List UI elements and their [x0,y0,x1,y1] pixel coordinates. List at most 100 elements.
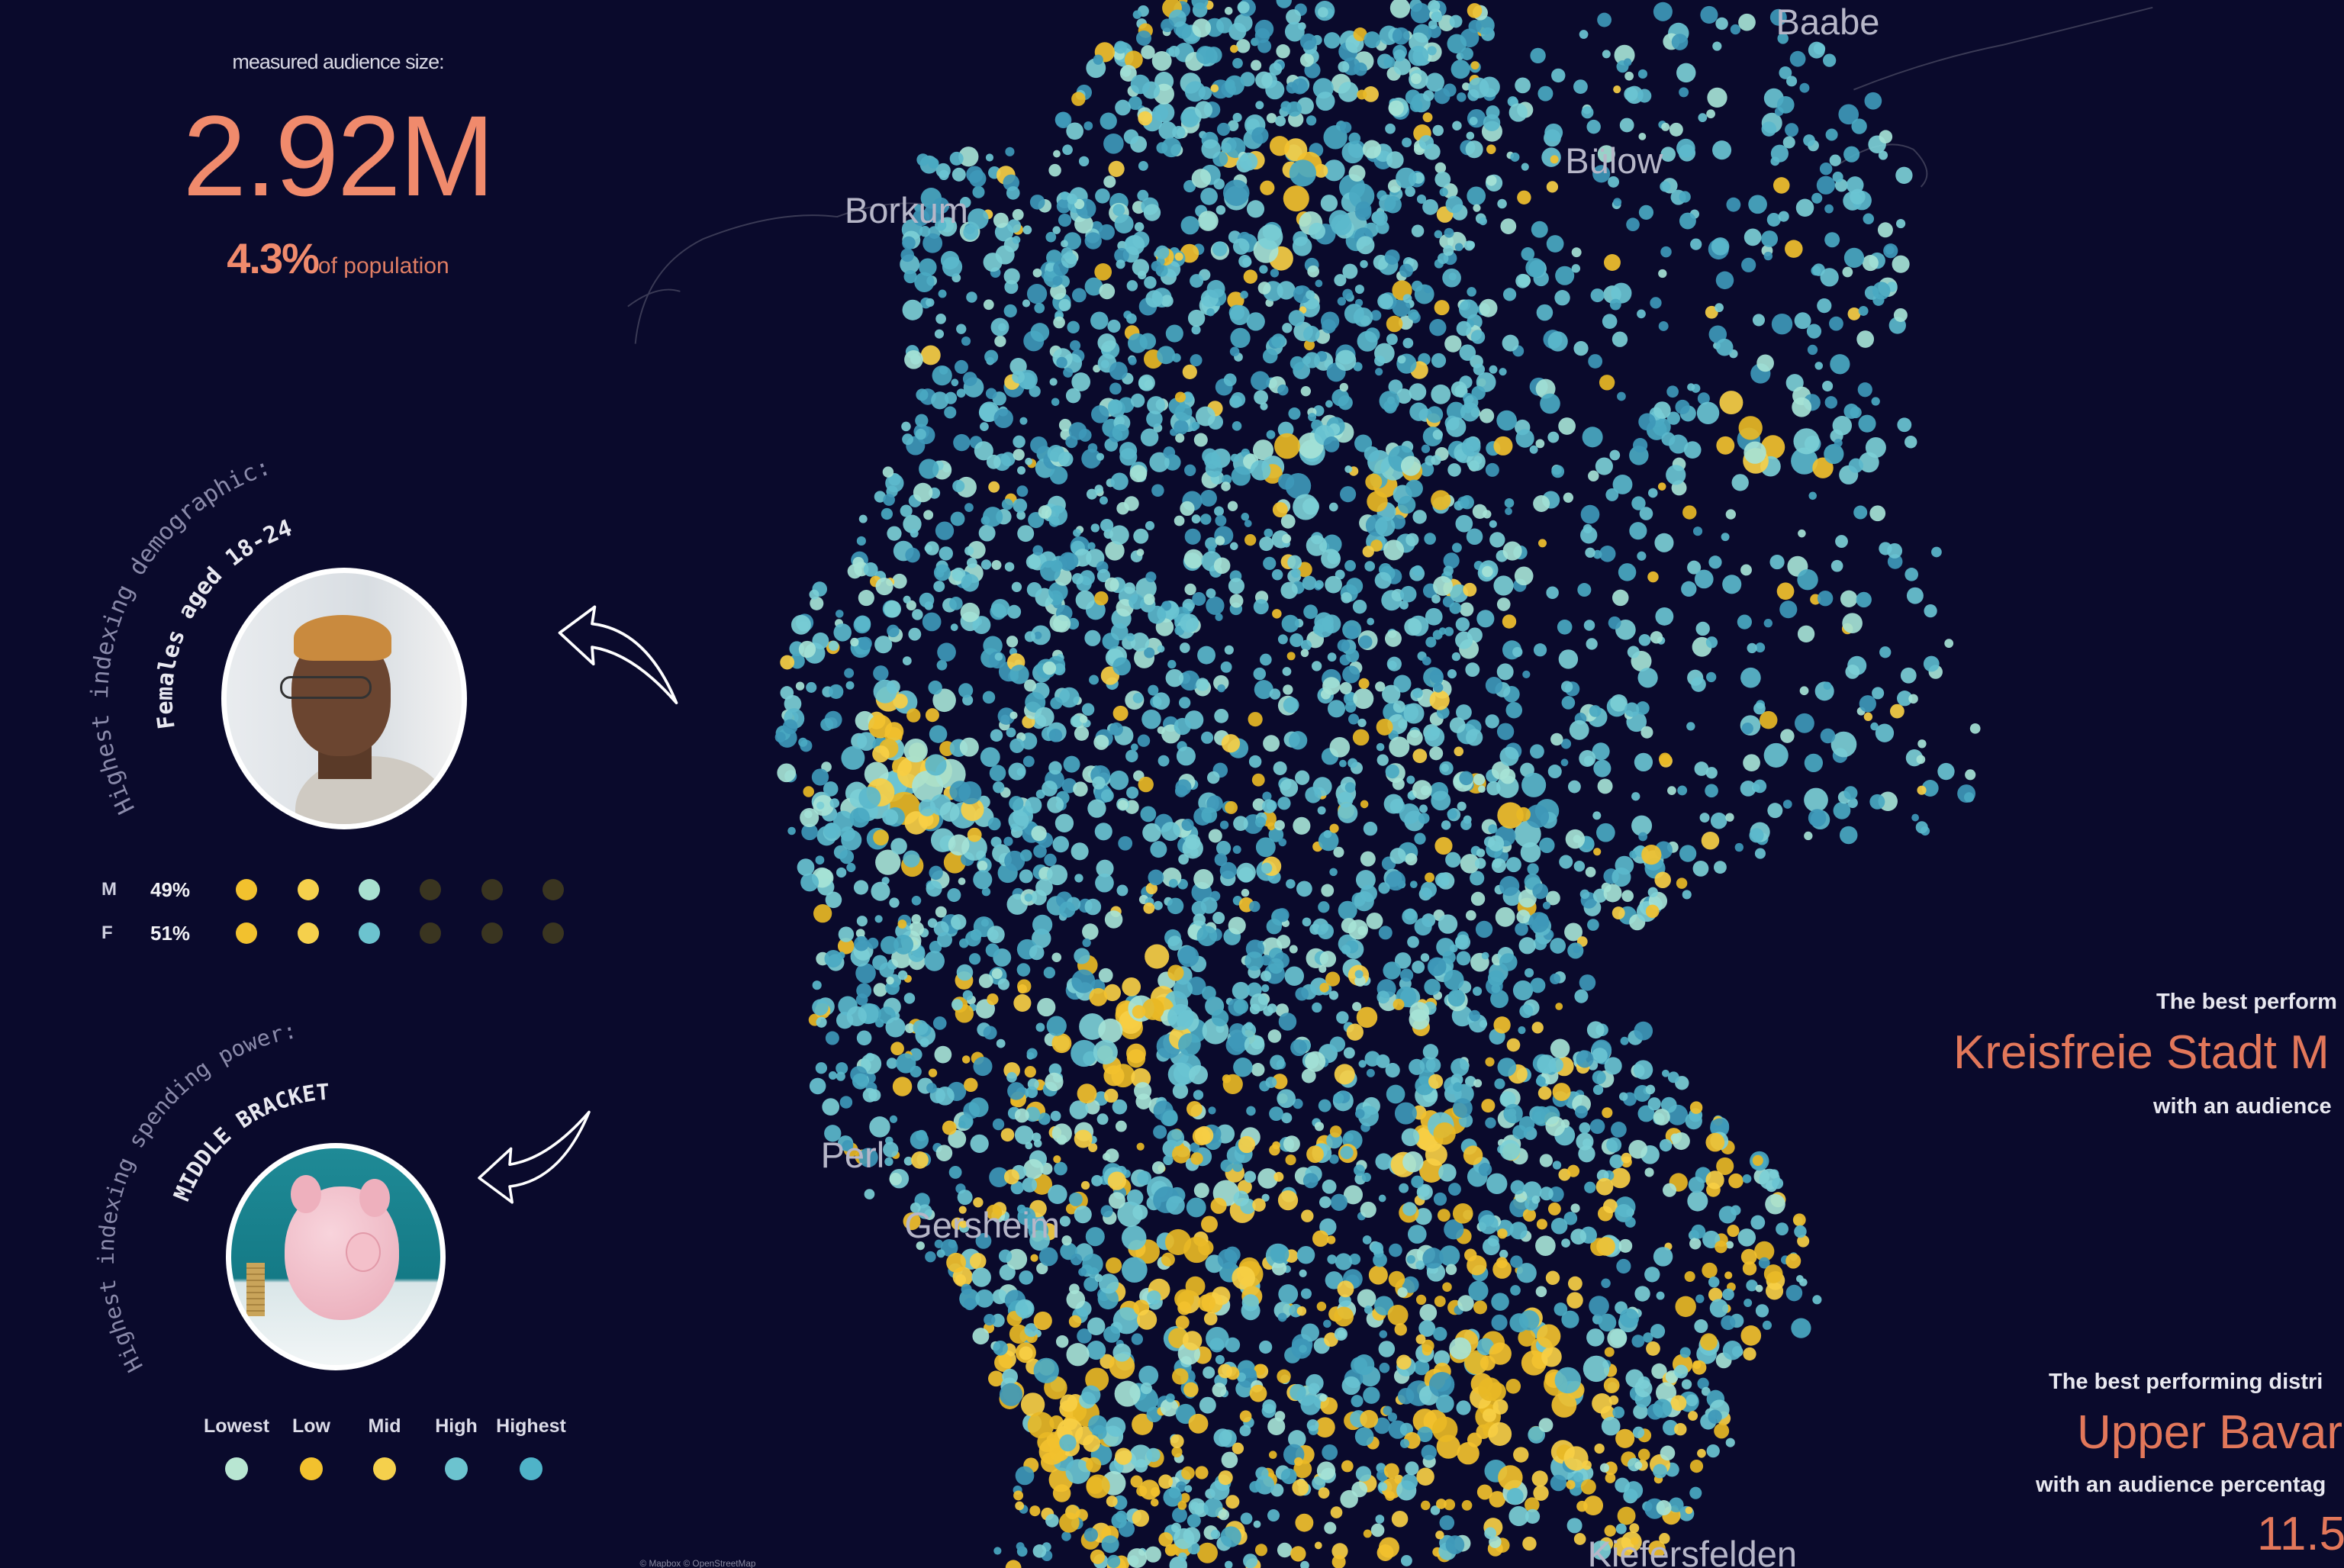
audience-dot[interactable] [1449,1337,1472,1360]
audience-dot[interactable] [1619,118,1634,133]
audience-dot[interactable] [1206,588,1216,598]
audience-dot[interactable] [1518,889,1537,908]
audience-dot[interactable] [1538,1418,1554,1433]
audience-dot[interactable] [1921,780,1939,797]
audience-dot[interactable] [1791,447,1818,475]
audience-dot[interactable] [1551,68,1566,83]
audience-dot[interactable] [1550,973,1561,985]
audience-dot[interactable] [1059,1434,1077,1452]
audience-dot[interactable] [1044,853,1057,867]
audience-dot[interactable] [1386,1084,1405,1104]
audience-dot[interactable] [1486,105,1500,120]
audience-dot[interactable] [935,1087,955,1106]
audience-dot[interactable] [1387,1412,1398,1422]
audience-dot-high[interactable] [1232,1442,1244,1454]
audience-dot-high[interactable] [1396,1354,1412,1370]
audience-dot[interactable] [1070,1254,1083,1266]
audience-dot[interactable] [1482,1238,1500,1256]
audience-dot-high[interactable] [1415,1294,1427,1306]
audience-dot[interactable] [1344,701,1357,713]
audience-dot[interactable] [1763,251,1773,261]
audience-dot[interactable] [964,546,974,555]
audience-dot[interactable] [1843,403,1859,419]
audience-dot[interactable] [1012,236,1021,244]
audience-dot[interactable] [1592,549,1602,559]
audience-dot[interactable] [1376,221,1389,234]
audience-dot[interactable] [841,745,865,770]
audience-dot[interactable] [1542,901,1551,910]
audience-dot-high[interactable] [1646,1341,1660,1356]
audience-dot[interactable] [1433,682,1444,693]
audience-dot[interactable] [924,951,945,971]
audience-dot[interactable] [1229,1032,1250,1052]
audience-dot[interactable] [1188,1498,1206,1515]
audience-dot[interactable] [992,1289,1008,1305]
audience-dot-high[interactable] [1161,1252,1175,1267]
audience-dot[interactable] [858,1148,878,1167]
audience-dot-high[interactable] [1272,609,1282,619]
audience-dot[interactable] [1554,1367,1582,1394]
audience-dot[interactable] [1396,388,1412,404]
audience-dot[interactable] [1374,571,1392,589]
audience-dot[interactable] [1354,284,1364,295]
audience-dot[interactable] [1892,255,1910,273]
audience-dot[interactable] [1516,910,1531,924]
audience-dot[interactable] [1137,270,1147,280]
audience-dot[interactable] [1559,855,1573,869]
audience-dot[interactable] [1445,195,1463,214]
audience-dot[interactable] [1008,810,1029,832]
audience-dot[interactable] [856,536,866,546]
audience-dot-high[interactable] [1277,1190,1299,1211]
audience-dot-high[interactable] [1550,155,1559,164]
audience-dot[interactable] [1061,240,1068,248]
audience-dot[interactable] [1576,1050,1594,1068]
audience-dot[interactable] [991,968,1003,980]
audience-dot[interactable] [1709,1299,1729,1318]
audience-dot[interactable] [1645,1084,1656,1095]
audience-dot[interactable] [1561,1310,1579,1328]
audience-dot[interactable] [1621,890,1634,903]
audience-dot[interactable] [1043,967,1055,979]
audience-dot-high[interactable] [1617,1506,1636,1525]
audience-dot[interactable] [1290,1383,1306,1401]
audience-dot-high[interactable] [1740,1325,1762,1346]
audience-dot[interactable] [1429,669,1444,684]
audience-dot[interactable] [1445,852,1461,868]
audience-dot[interactable] [1269,63,1283,76]
audience-dot-high[interactable] [1306,1145,1324,1164]
audience-dot[interactable] [1856,330,1875,348]
audience-dot[interactable] [1335,349,1357,372]
audience-dot[interactable] [919,226,931,237]
audience-dot[interactable] [903,514,922,533]
audience-dot-high[interactable] [1013,1490,1024,1501]
audience-dot[interactable] [1712,140,1732,160]
audience-dot[interactable] [1128,333,1148,353]
audience-dot[interactable] [1259,265,1268,274]
audience-dot[interactable] [1236,862,1256,883]
audience-dot-high[interactable] [1094,262,1112,281]
audience-dot-high[interactable] [1684,1270,1695,1283]
audience-dot[interactable] [1019,1270,1034,1285]
audience-dot[interactable] [1845,664,1860,679]
audience-dot-high[interactable] [1728,1173,1744,1189]
audience-dot[interactable] [1564,922,1583,942]
audience-dot[interactable] [1331,214,1352,236]
audience-dot[interactable] [1192,18,1212,37]
audience-dot[interactable] [1510,1285,1521,1296]
audience-dot[interactable] [904,1023,915,1034]
audience-dot[interactable] [1634,1286,1650,1302]
audience-dot[interactable] [1878,150,1888,160]
audience-dot[interactable] [1071,372,1091,391]
audience-dot[interactable] [1386,333,1398,346]
audience-dot[interactable] [1473,773,1486,786]
audience-dot-high[interactable] [1126,1043,1146,1064]
audience-dot-high[interactable] [1301,1209,1314,1222]
audience-dot[interactable] [1427,957,1447,977]
audience-dot[interactable] [1601,1416,1621,1436]
audience-dot[interactable] [1203,1498,1223,1518]
audience-dot[interactable] [1427,46,1437,56]
audience-dot[interactable] [836,1062,848,1075]
audience-dot[interactable] [1402,1151,1424,1173]
audience-dot[interactable] [1370,1241,1384,1254]
audience-dot[interactable] [1342,288,1354,300]
